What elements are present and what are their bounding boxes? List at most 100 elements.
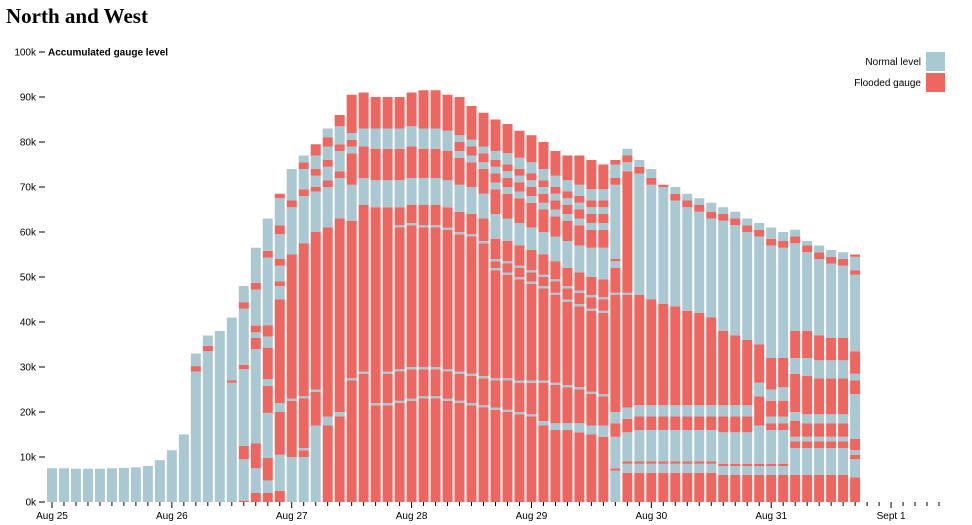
- bar-segment-flooded: [694, 472, 705, 502]
- bar-segment-flooded: [562, 155, 573, 181]
- bar-segment-flooded: [814, 423, 825, 437]
- bar-segment-flooded: [262, 347, 273, 380]
- bar-segment-flooded: [826, 256, 837, 264]
- bar-segment-normal: [778, 430, 789, 464]
- bar-segment-flooded: [850, 380, 861, 394]
- bar-segment-flooded: [802, 331, 813, 358]
- bar-segment-normal: [190, 353, 201, 367]
- bar-segment-normal: [730, 466, 741, 475]
- bar-segment-normal: [598, 310, 609, 313]
- bar-15: [214, 331, 225, 502]
- bar-66: [826, 250, 837, 502]
- x-tick-label: Aug 31: [755, 511, 787, 522]
- bar-segment-flooded: [310, 232, 321, 390]
- bar-48: [610, 160, 621, 502]
- bar-segment-flooded: [802, 475, 813, 502]
- bar-segment-normal: [682, 463, 693, 473]
- bar-segment-normal: [478, 376, 489, 379]
- bar-segment-flooded: [502, 164, 513, 172]
- bar-segment-normal: [670, 430, 681, 462]
- bar-segment-flooded: [514, 245, 525, 266]
- bar-segment-flooded: [610, 178, 621, 185]
- bar-segment-normal: [346, 378, 357, 381]
- bar-39: [502, 124, 513, 502]
- bar-segment-normal: [550, 279, 561, 282]
- bar-segment-flooded: [850, 454, 861, 460]
- bar-segment-flooded: [430, 369, 441, 397]
- bar-segment-normal: [106, 468, 117, 502]
- bar-segment-flooded: [538, 142, 549, 169]
- bar-27: [358, 92, 369, 502]
- bar-segment-normal: [226, 317, 237, 381]
- bar-segment-flooded: [814, 378, 825, 415]
- bar-segment-flooded: [610, 295, 621, 412]
- bar-segment-normal: [730, 225, 741, 336]
- bar-segment-normal: [622, 432, 633, 462]
- bar-segment-flooded: [526, 173, 537, 181]
- bar-segment-normal: [562, 385, 573, 388]
- bar-segment-flooded: [238, 364, 249, 370]
- bar-segment-flooded: [586, 160, 597, 190]
- bar-segment-flooded: [754, 344, 765, 383]
- bar-segment-normal: [238, 369, 249, 446]
- bar-segment-flooded: [778, 475, 789, 502]
- bar-segment-flooded: [454, 234, 465, 372]
- bar-segment-flooded: [730, 416, 741, 433]
- bar-segment-normal: [514, 380, 525, 383]
- bar-segment-normal: [334, 126, 345, 145]
- bar-segment-normal: [802, 436, 813, 442]
- bar-segment-flooded: [406, 92, 417, 127]
- bar-segment-normal: [454, 232, 465, 235]
- bar-segment-flooded: [610, 160, 621, 165]
- bar-segment-flooded: [598, 164, 609, 190]
- bar-segment-normal: [778, 232, 789, 241]
- bar-segment-normal: [478, 405, 489, 408]
- bar-segment-flooded: [550, 295, 561, 383]
- bar-segment-normal: [466, 139, 477, 147]
- bar-segment-normal: [250, 289, 261, 326]
- bar-segment-flooded: [766, 475, 777, 502]
- bar-segment-flooded: [406, 369, 417, 399]
- x-tick-label: Aug 25: [36, 511, 68, 522]
- bar-segment-normal: [274, 403, 285, 412]
- bar-segment-flooded: [358, 92, 369, 129]
- bar-segment-normal: [586, 223, 597, 230]
- bar-segment-flooded: [370, 405, 381, 502]
- bar-segment-flooded: [502, 178, 513, 187]
- bar-segment-normal: [418, 225, 429, 228]
- bar-segment-flooded: [718, 475, 729, 502]
- bar-2: [58, 468, 69, 502]
- bar-segment-flooded: [274, 412, 285, 455]
- bar-segment-flooded: [658, 461, 669, 464]
- bar-segment-flooded: [658, 416, 669, 430]
- bar-segment-normal: [310, 155, 321, 169]
- bar-segment-normal: [658, 187, 669, 304]
- bar-segment-flooded: [454, 97, 465, 136]
- bar-segment-normal: [58, 468, 69, 502]
- bar-segment-normal: [562, 198, 573, 205]
- bar-segment-normal: [646, 430, 657, 462]
- y-axis-title: Accumulated gauge level: [48, 48, 168, 59]
- bar-segment-flooded: [610, 423, 621, 437]
- bar-segment-flooded: [718, 214, 729, 221]
- bar-segment-normal: [802, 252, 813, 331]
- bar-segment-normal: [718, 432, 729, 464]
- bar-51: [646, 169, 657, 502]
- bar-segment-normal: [706, 430, 717, 462]
- bar-segment-normal: [838, 265, 849, 338]
- bar-9: [142, 466, 153, 502]
- bar-segment-flooded: [418, 90, 429, 129]
- bar-segment-flooded: [502, 412, 513, 502]
- bar-segment-flooded: [502, 263, 513, 273]
- bar-segment-normal: [418, 396, 429, 399]
- bar-segment-normal: [754, 382, 765, 397]
- bar-segment-flooded: [478, 243, 489, 376]
- y-tick-label: 60k: [20, 228, 37, 239]
- bar-segment-flooded: [586, 394, 597, 426]
- bar-segment-normal: [646, 169, 657, 178]
- bar-segment-flooded: [526, 382, 537, 415]
- bar-segment-normal: [262, 336, 273, 348]
- bar-segment-normal: [622, 292, 633, 295]
- bar-segment-flooded: [778, 400, 789, 417]
- bar-segment-flooded: [286, 400, 297, 457]
